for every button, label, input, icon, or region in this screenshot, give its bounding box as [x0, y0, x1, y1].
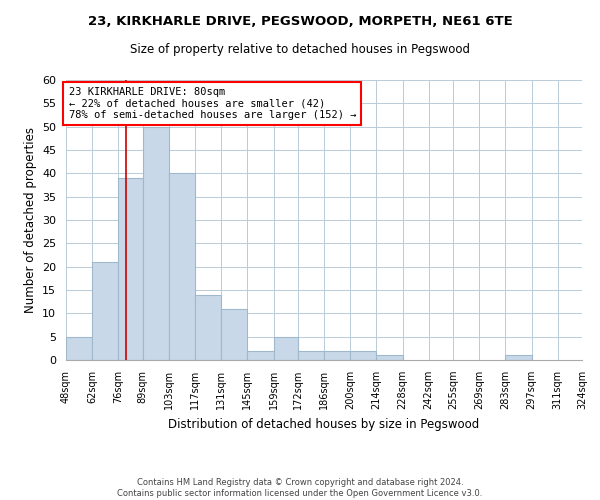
Y-axis label: Number of detached properties: Number of detached properties [23, 127, 37, 313]
Bar [118, 178, 143, 360]
Bar [274, 336, 298, 360]
Bar [169, 174, 195, 360]
Text: Size of property relative to detached houses in Pegswood: Size of property relative to detached ho… [130, 42, 470, 56]
Text: 23 KIRKHARLE DRIVE: 80sqm
← 22% of detached houses are smaller (42)
78% of semi-: 23 KIRKHARLE DRIVE: 80sqm ← 22% of detac… [68, 87, 356, 120]
Bar [143, 126, 169, 360]
Text: 23, KIRKHARLE DRIVE, PEGSWOOD, MORPETH, NE61 6TE: 23, KIRKHARLE DRIVE, PEGSWOOD, MORPETH, … [88, 15, 512, 28]
Bar [195, 294, 221, 360]
Bar [92, 262, 118, 360]
Bar [298, 350, 324, 360]
Text: Contains HM Land Registry data © Crown copyright and database right 2024.
Contai: Contains HM Land Registry data © Crown c… [118, 478, 482, 498]
Bar [505, 356, 532, 360]
Bar [221, 308, 247, 360]
Bar [66, 336, 92, 360]
Bar [324, 350, 350, 360]
Bar [350, 350, 376, 360]
X-axis label: Distribution of detached houses by size in Pegswood: Distribution of detached houses by size … [169, 418, 479, 430]
Bar [247, 350, 274, 360]
Bar [376, 356, 403, 360]
